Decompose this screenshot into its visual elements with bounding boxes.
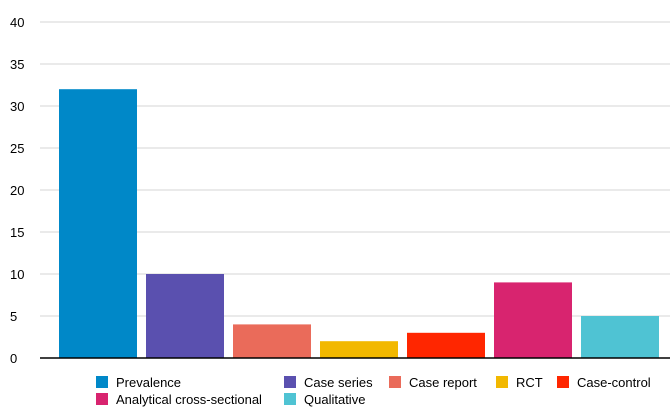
grid-lines [40, 21, 670, 317]
legend-swatch [284, 376, 296, 388]
legend: Prevalence Case series Case report RCT Case-… [96, 375, 651, 407]
y-axis-tick-labels: 0 5 10 15 20 25 30 35 40 [10, 15, 24, 366]
bar-analytical-cross-sectional [494, 282, 572, 358]
legend-label: Case-control [577, 375, 651, 390]
y-tick-label-25: 25 [10, 141, 24, 156]
legend-swatch [284, 393, 296, 405]
bar-case-report [233, 324, 311, 358]
legend-item-qualitative: Qualitative [284, 392, 365, 407]
legend-label: RCT [516, 375, 543, 390]
legend-item-rct: RCT [496, 375, 543, 390]
bar-case-series [146, 274, 224, 358]
y-tick-label-10: 10 [10, 267, 24, 282]
legend-label: Case report [409, 375, 477, 390]
bar-case-control [407, 332, 485, 358]
bars [59, 89, 659, 358]
legend-label: Qualitative [304, 392, 365, 407]
legend-label: Case series [304, 375, 373, 390]
y-tick-label-40: 40 [10, 15, 24, 30]
legend-item-prevalence: Prevalence [96, 375, 181, 390]
legend-swatch [557, 376, 569, 388]
legend-label: Prevalence [116, 375, 181, 390]
legend-swatch [96, 376, 108, 388]
legend-swatch [96, 393, 108, 405]
legend-item-analytical-cross-sectional: Analytical cross-sectional [96, 392, 262, 407]
legend-item-case-report: Case report [389, 375, 477, 390]
legend-label: Analytical cross-sectional [116, 392, 262, 407]
legend-item-case-series: Case series [284, 375, 373, 390]
y-tick-label-0: 0 [10, 351, 17, 366]
legend-swatch [389, 376, 401, 388]
y-tick-label-20: 20 [10, 183, 24, 198]
y-tick-label-5: 5 [10, 309, 17, 324]
y-tick-label-30: 30 [10, 99, 24, 114]
legend-item-case-control: Case-control [557, 375, 651, 390]
legend-swatch [496, 376, 508, 388]
bar-prevalence [59, 89, 137, 358]
bar-rct [320, 341, 398, 358]
bar-qualitative [581, 316, 659, 358]
y-tick-label-35: 35 [10, 57, 24, 72]
y-tick-label-15: 15 [10, 225, 24, 240]
